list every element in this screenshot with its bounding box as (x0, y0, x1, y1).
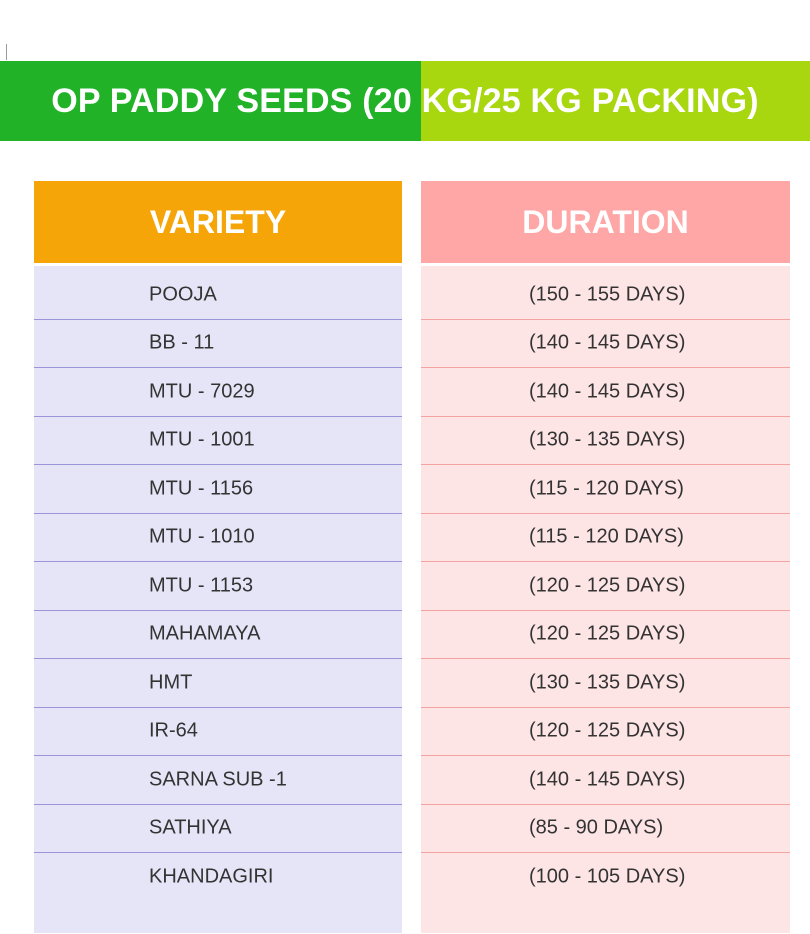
variety-cell: MTU - 1153 (149, 574, 254, 597)
variety-row: SATHIYA (34, 805, 402, 853)
variety-row: MTU - 1156 (34, 465, 402, 514)
duration-list: (150 - 155 DAYS) (140 - 145 DAYS) (140 - 1… (421, 271, 790, 902)
duration-cell: (120 - 125 DAYS) (529, 622, 686, 645)
variety-cell: KHANDAGIRI (149, 865, 274, 888)
duration-cell: (100 - 105 DAYS) (529, 865, 686, 888)
variety-cell: IR-64 (149, 719, 198, 742)
variety-row: BB - 11 (34, 320, 402, 368)
variety-row: MTU - 1010 (34, 514, 402, 562)
duration-row: (150 - 155 DAYS) (421, 271, 790, 320)
duration-cell: (120 - 125 DAYS) (529, 574, 686, 597)
variety-row: IR-64 (34, 708, 402, 756)
edge-mark (6, 44, 7, 60)
variety-cell: HMT (149, 671, 193, 694)
variety-list: POOJA BB - 11 MTU - 7029 MTU - 1001 MTU - 11… (34, 271, 402, 902)
duration-row: (120 - 125 DAYS) (421, 562, 790, 611)
variety-row: KHANDAGIRI (34, 853, 402, 902)
duration-row: (130 - 135 DAYS) (421, 659, 790, 708)
variety-header: VARIETY (34, 181, 402, 266)
duration-cell: (130 - 135 DAYS) (529, 428, 686, 451)
duration-row: (130 - 135 DAYS) (421, 417, 790, 465)
duration-row: (140 - 145 DAYS) (421, 756, 790, 805)
duration-row: (85 - 90 DAYS) (421, 805, 790, 853)
duration-cell: (140 - 145 DAYS) (529, 380, 686, 403)
duration-cell: (150 - 155 DAYS) (529, 283, 686, 306)
duration-row: (100 - 105 DAYS) (421, 853, 790, 902)
duration-row: (140 - 145 DAYS) (421, 368, 790, 417)
variety-cell: POOJA (149, 283, 217, 306)
variety-cell: MTU - 1010 (149, 525, 255, 548)
duration-row: (115 - 120 DAYS) (421, 465, 790, 514)
duration-cell: (140 - 145 DAYS) (529, 331, 686, 354)
duration-row: (120 - 125 DAYS) (421, 611, 790, 659)
duration-row: (140 - 145 DAYS) (421, 320, 790, 368)
duration-cell: (120 - 125 DAYS) (529, 719, 686, 742)
variety-cell: MTU - 1156 (149, 477, 254, 500)
variety-cell: SARNA SUB -1 (149, 768, 287, 791)
variety-cell: MAHAMAYA (149, 622, 261, 645)
variety-cell: SATHIYA (149, 816, 232, 839)
variety-row: SARNA SUB -1 (34, 756, 402, 805)
duration-cell: (140 - 145 DAYS) (529, 768, 686, 791)
variety-cell: MTU - 7029 (149, 380, 255, 403)
variety-column: VARIETY POOJA BB - 11 MTU - 7029 MTU - 1001… (34, 181, 402, 933)
page-title: OP PADDY SEEDS (20 KG/25 KG PACKING) (51, 82, 759, 120)
duration-cell: (130 - 135 DAYS) (529, 671, 686, 694)
duration-cell: (115 - 120 DAYS) (529, 525, 684, 548)
duration-row: (115 - 120 DAYS) (421, 514, 790, 562)
variety-row: POOJA (34, 271, 402, 320)
variety-cell: BB - 11 (149, 331, 215, 354)
variety-row: MAHAMAYA (34, 611, 402, 659)
variety-row: MTU - 1001 (34, 417, 402, 465)
variety-row: MTU - 1153 (34, 562, 402, 611)
title-banner (0, 61, 810, 141)
variety-row: HMT (34, 659, 402, 708)
variety-cell: MTU - 1001 (149, 428, 255, 451)
duration-cell: (115 - 120 DAYS) (529, 477, 684, 500)
duration-row: (120 - 125 DAYS) (421, 708, 790, 756)
duration-header: DURATION (421, 181, 790, 266)
duration-cell: (85 - 90 DAYS) (529, 816, 664, 839)
variety-row: MTU - 7029 (34, 368, 402, 417)
duration-column: DURATION (150 - 155 DAYS) (140 - 145 DAYS… (421, 181, 790, 933)
